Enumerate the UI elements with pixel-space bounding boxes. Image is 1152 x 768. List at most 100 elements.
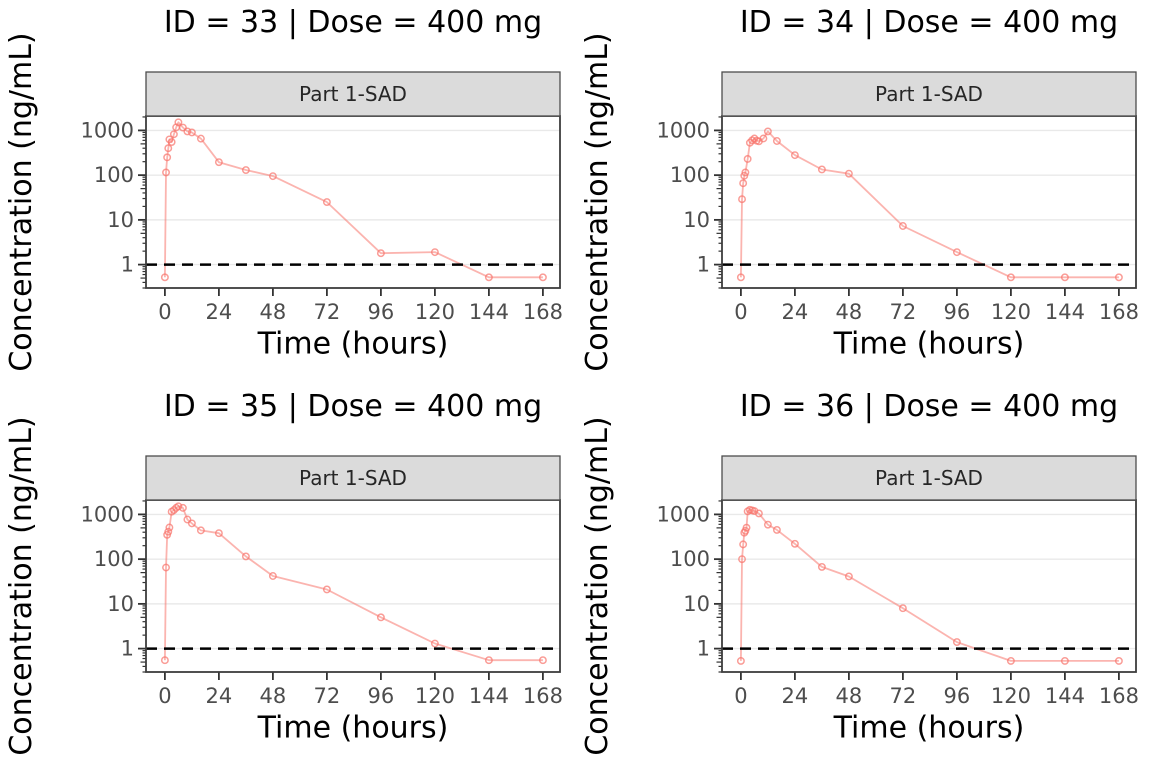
data-point [772,137,781,145]
data-point [1114,656,1123,665]
y-axis-tick-labels: 1 10 100 1000 [657,502,710,660]
plot-canvas: 1 10 100 1000 0 24 48 72 96 120 144 168 Part 1-SAD Ti… [657,71,1139,362]
panel-background [722,116,1136,288]
data-point [183,127,192,136]
data-point [952,638,961,647]
data-point [196,526,205,535]
data-point [1006,273,1015,282]
data-point [241,552,250,561]
y-tick-label: 10 [107,208,134,232]
panel-title: ID = 33 | Dose = 400 mg [163,5,543,40]
x-tick-label: 48 [260,300,287,324]
data-point [844,169,853,178]
data-point [162,168,170,177]
y-axis-ticks [714,116,722,289]
panel-title: ID = 36 | Dose = 400 mg [739,389,1119,424]
subplot-id-36: ID = 36 | Dose = 400 mg Concentration (n… [576,384,1152,768]
data-point [754,509,763,518]
x-tick-label: 24 [206,684,233,708]
x-tick-label: 24 [206,300,233,324]
data-point [898,222,907,230]
data-point [160,656,169,665]
x-tick-label: 72 [314,300,341,324]
y-tick-label: 1000 [81,502,134,526]
x-tick-label: 120 [415,684,455,708]
x-axis-ticks [163,672,544,680]
x-axis-ticks [163,288,544,296]
y-tick-label: 1 [121,637,134,661]
data-point [241,166,250,174]
data-point [430,639,439,648]
data-point [1060,656,1069,665]
data-point [164,144,173,153]
data-point [742,523,751,532]
x-tick-label: 168 [523,300,563,324]
x-tick-label: 96 [944,300,971,324]
data-point [739,179,748,188]
data-point [736,273,745,282]
x-tick-label: 24 [782,300,809,324]
data-point [759,134,768,143]
x-tick-label: 0 [734,684,747,708]
panel-background [146,500,560,672]
data-point [772,525,781,534]
y-axis-ticks [714,500,722,673]
data-point [1060,273,1069,282]
data-point [196,134,205,143]
facet-strip-label: Part 1-SAD [299,466,407,490]
data-point [174,118,183,127]
data-point [268,572,277,580]
data-point [376,249,385,258]
x-tick-label: 0 [734,300,747,324]
subplot-id-35: ID = 35 | Dose = 400 mg Concentration (n… [0,384,576,768]
subplot-id-34: ID = 34 | Dose = 400 mg Concentration (n… [576,0,1152,384]
facet-strip [145,71,561,117]
x-tick-label: 0 [158,684,171,708]
plot-canvas: 1 10 100 1000 0 24 48 72 96 120 144 168 Part 1-SAD Ti… [81,455,563,746]
series-markers [736,127,1123,282]
data-point [169,130,178,139]
data-point [817,165,826,174]
x-tick-label: 96 [368,300,395,324]
facet-strip [145,455,561,501]
x-tick-label: 96 [368,684,395,708]
data-point [162,563,170,572]
x-axis-title: Time (hours) [833,327,1025,362]
data-point [322,198,331,207]
data-point [163,153,172,162]
facet-strip-label: Part 1-SAD [875,466,983,490]
series-markers [160,502,547,665]
data-point [214,158,223,167]
subplot-id-33: ID = 33 | Dose = 400 mg Concentration (n… [0,0,576,384]
series-markers [160,118,547,282]
y-tick-label: 100 [94,547,134,571]
data-point [1006,656,1015,665]
data-point [160,273,169,282]
data-point [484,656,493,665]
data-point [844,572,853,581]
data-point [736,656,745,665]
x-tick-label: 144 [1045,300,1085,324]
data-point [817,562,826,571]
x-axis-tick-labels: 0 24 48 72 96 120 144 168 [158,684,563,708]
x-tick-label: 120 [415,300,455,324]
x-axis-title: Time (hours) [257,711,449,746]
data-point [430,248,439,257]
x-tick-label: 72 [890,300,917,324]
data-point [183,515,192,524]
x-axis-ticks [739,288,1120,296]
data-point [169,506,178,515]
data-point [268,172,277,181]
panel-background [146,116,560,288]
y-tick-label: 100 [670,163,710,187]
x-tick-label: 72 [314,684,341,708]
data-point [187,519,196,528]
data-point [187,128,196,137]
data-point [739,540,748,549]
x-tick-label: 168 [523,684,563,708]
series-markers [736,505,1123,665]
x-tick-label: 168 [1099,300,1139,324]
plot-canvas: 1 10 100 1000 0 24 48 72 96 120 144 168 Part 1-SAD Ti… [81,71,563,362]
facet-strip-label: Part 1-SAD [299,82,407,106]
data-point [741,168,750,177]
